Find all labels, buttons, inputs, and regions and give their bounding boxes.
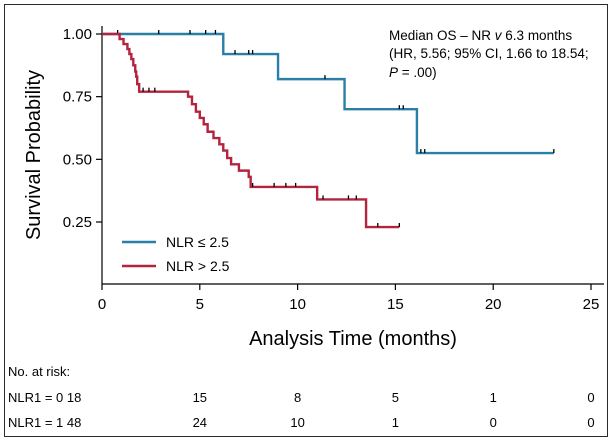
y-tick-label: 1.00 — [63, 26, 92, 43]
annotation-line1-v: v — [495, 28, 503, 43]
y-tick-label: 0.50 — [63, 151, 92, 168]
legend-label-nlr-low: NLR ≤ 2.5 — [166, 234, 229, 250]
survival-curve-nlr-low — [102, 32, 554, 155]
risk-value-cell: 15 — [193, 390, 207, 405]
survival-curve-nlr-high — [102, 32, 400, 229]
risk-table-values: 15 8 5 1 024 10 1 0 0 — [193, 390, 595, 430]
x-tick-label: 15 — [387, 296, 404, 313]
risk-value-cell: 0 — [490, 415, 497, 430]
legend-label-nlr-high: NLR > 2.5 — [166, 258, 230, 274]
x-tick-label: 10 — [289, 296, 306, 313]
risk-value-cell: 1 — [490, 390, 497, 405]
annotation-p-letter: P — [389, 65, 398, 80]
x-tick-label: 5 — [196, 296, 204, 313]
x-tick-label: 0 — [98, 296, 106, 313]
x-tick-label: 20 — [485, 296, 502, 313]
y-axis-ticks: 1.00 0.75 0.50 0.25 — [63, 26, 102, 231]
annotation-line1-a: Median OS – NR — [389, 28, 495, 43]
risk-value-cell: 8 — [294, 390, 301, 405]
risk-table: No. at risk: NLR1 = 0 18 NLR1 = 1 48 15 8… — [8, 364, 595, 430]
risk-value-cell: 0 — [587, 415, 594, 430]
risk-value-cell: 24 — [193, 415, 207, 430]
y-tick-label: 0.75 — [63, 89, 92, 106]
risk-row-label-0: NLR1 = 0 18 — [8, 390, 81, 405]
x-axis-ticks: 0 5 10 15 20 25 — [98, 284, 600, 313]
survival-curves — [102, 30, 555, 229]
legend: NLR ≤ 2.5 NLR > 2.5 — [122, 234, 230, 274]
risk-value-cell: 5 — [392, 390, 399, 405]
risk-value-cell: 10 — [290, 415, 304, 430]
y-axis-title: Survival Probability — [23, 70, 45, 240]
y-tick-label: 0.25 — [63, 214, 92, 231]
median-os-annotation: Median OS – NR v 6.3 months — [389, 28, 572, 43]
hr-ci-annotation: (HR, 5.56; 95% CI, 1.66 to 18.54; — [389, 46, 589, 61]
chart-frame — [4, 4, 608, 437]
annotation-line1-b: 6.3 months — [502, 28, 573, 43]
annotation-p-value: = .00) — [398, 65, 437, 80]
x-tick-label: 25 — [583, 296, 600, 313]
risk-row-label-1: NLR1 = 1 48 — [8, 415, 81, 430]
x-axis-title: Analysis Time (months) — [249, 328, 457, 350]
p-value-annotation: P = .00) — [389, 65, 437, 80]
risk-value-cell: 1 — [392, 415, 399, 430]
risk-value-cell: 0 — [587, 390, 594, 405]
risk-table-header: No. at risk: — [8, 364, 70, 379]
